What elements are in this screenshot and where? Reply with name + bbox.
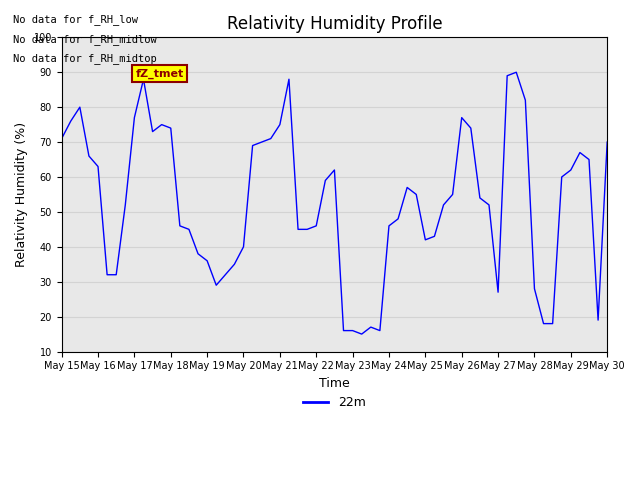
X-axis label: Time: Time: [319, 377, 350, 390]
Text: fZ_tmet: fZ_tmet: [135, 69, 184, 79]
Legend: 22m: 22m: [298, 391, 371, 414]
Text: No data for f_RH_midlow: No data for f_RH_midlow: [13, 34, 157, 45]
Y-axis label: Relativity Humidity (%): Relativity Humidity (%): [15, 122, 28, 267]
Text: No data for f_RH_midtop: No data for f_RH_midtop: [13, 53, 157, 64]
Text: No data for f_RH_low: No data for f_RH_low: [13, 14, 138, 25]
Title: Relativity Humidity Profile: Relativity Humidity Profile: [227, 15, 442, 33]
